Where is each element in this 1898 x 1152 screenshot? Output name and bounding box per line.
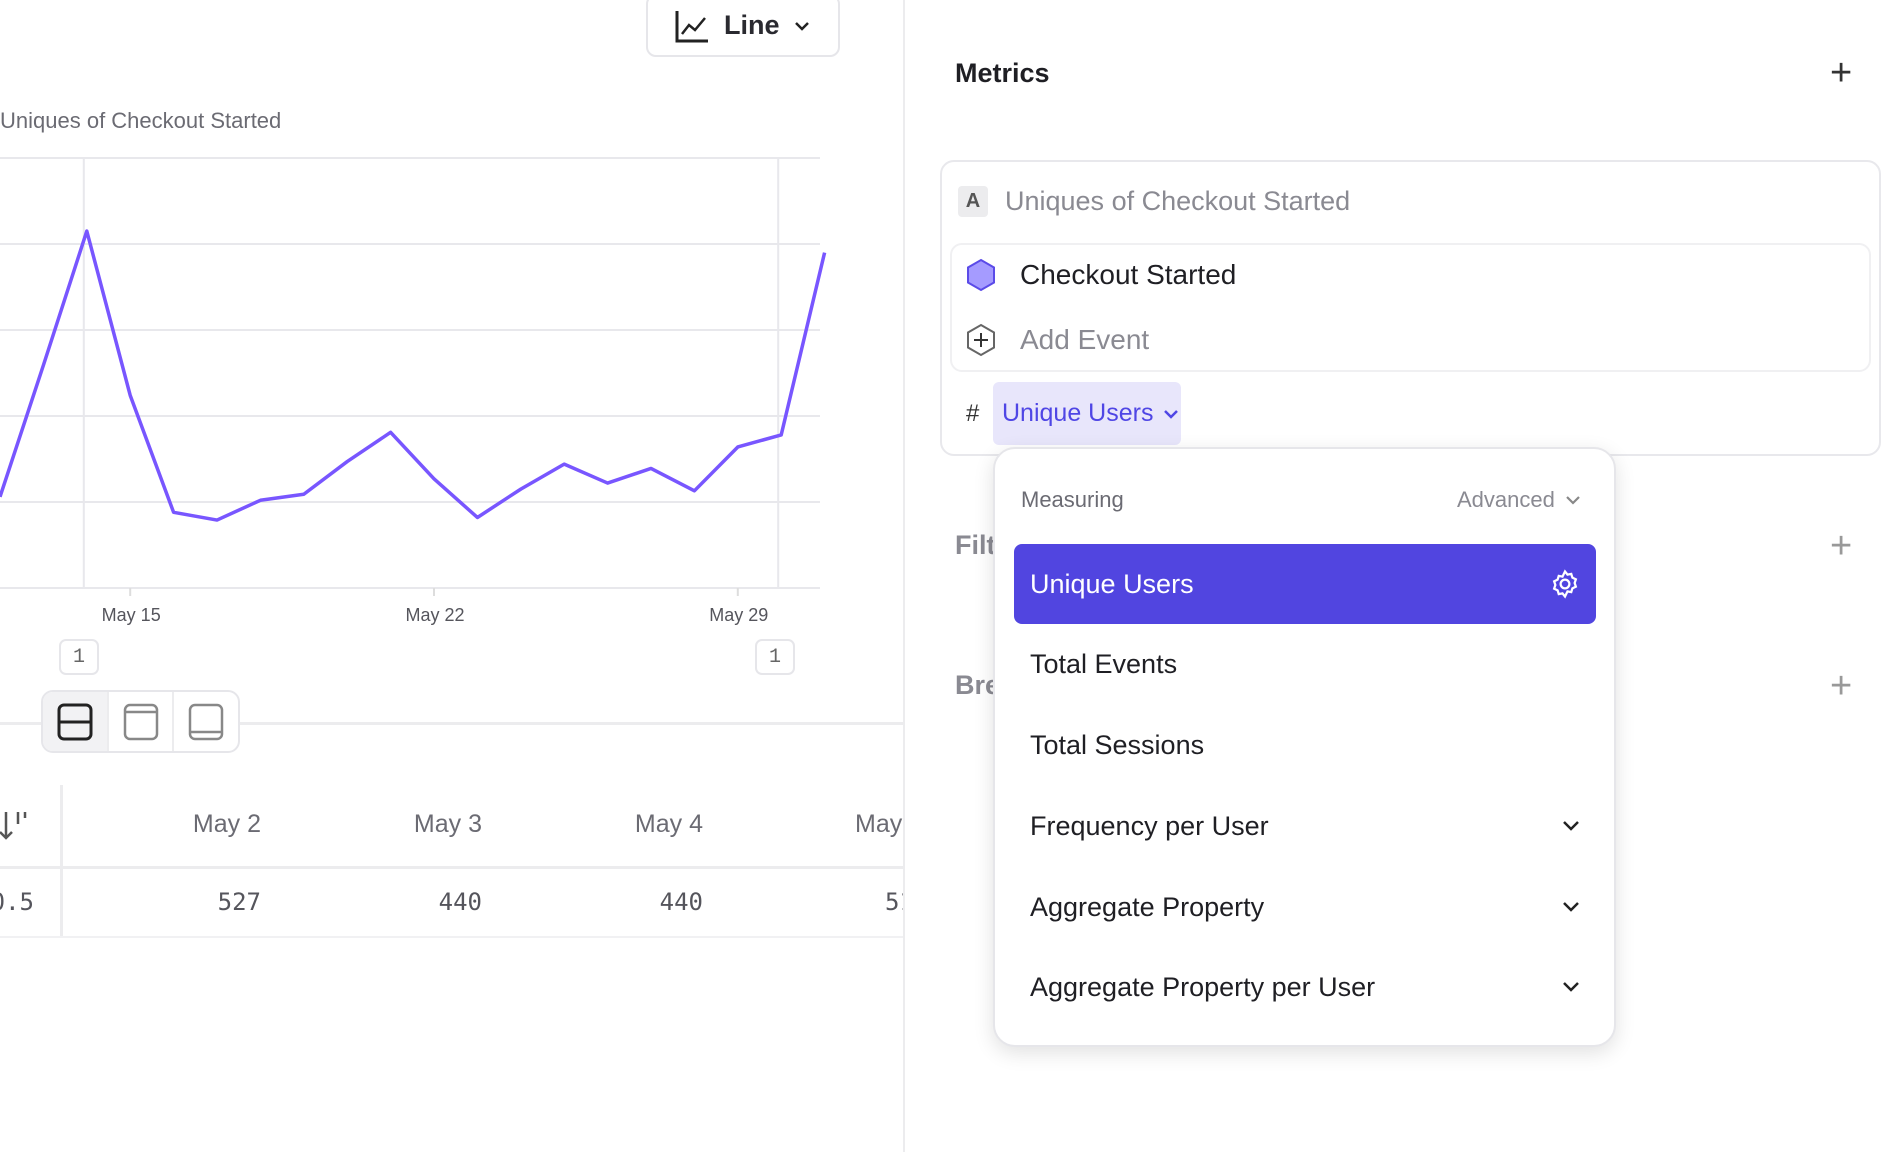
chevron-down-icon [1563, 821, 1579, 831]
layout-table-only-button[interactable] [172, 692, 238, 751]
table-cell: 0.5 [0, 888, 34, 916]
event-item[interactable]: Checkout Started [1020, 259, 1237, 290]
chevron-down-icon [1566, 496, 1580, 505]
layout-split-button[interactable] [43, 692, 107, 751]
add-filter-plus-icon[interactable]: + [1830, 525, 1853, 567]
event-hexagon-icon [967, 258, 995, 292]
split-view-icon [57, 703, 93, 740]
column-header[interactable]: May 3 [413, 810, 482, 838]
add-metric-plus-icon[interactable]: + [1830, 52, 1853, 94]
menu-item-label: Frequency per User [1030, 810, 1269, 841]
chart-type-label: Line [724, 10, 780, 40]
table-cell: 440 [659, 888, 703, 916]
row-divider [0, 936, 903, 938]
table-cell: 527 [217, 888, 261, 916]
menu-item-label: Total Events [1030, 648, 1178, 679]
menu-item-label: Aggregate Property [1030, 891, 1265, 922]
gear-icon[interactable] [1550, 569, 1580, 599]
advanced-toggle[interactable]: Advanced [1457, 487, 1581, 513]
column-divider [60, 785, 63, 938]
chart-panel: Line Uniques of Checkout Started May 15 M… [0, 0, 905, 1152]
add-event-icon[interactable] [965, 323, 997, 357]
sort-descending-icon[interactable] [0, 808, 30, 847]
menu-item-frequency-per-user[interactable]: Frequency per User [1014, 786, 1596, 866]
x-tick-label: May 15 [102, 605, 161, 625]
column-header[interactable]: May [855, 810, 903, 838]
chevron-down-icon [1563, 902, 1579, 912]
menu-item-total-events[interactable]: Total Events [1014, 624, 1596, 704]
series-line [0, 229, 827, 522]
menu-item-aggregate-property-per-user[interactable]: Aggregate Property per User [1014, 947, 1596, 1027]
metric-badge: A [958, 186, 988, 217]
chevron-down-icon [794, 21, 809, 31]
x-tick-label: May 22 [405, 605, 464, 625]
menu-item-unique-users[interactable]: Unique Users [1014, 544, 1596, 624]
menu-header: Measuring [1021, 487, 1124, 512]
column-header[interactable]: May 2 [192, 810, 261, 838]
header-divider [0, 866, 903, 869]
line-chart: May 15 May 22 May 29 [0, 157, 827, 625]
table-cell: 51 [885, 888, 903, 916]
annotation-marker[interactable]: 1 [755, 639, 795, 675]
chevron-down-icon [1164, 409, 1179, 419]
hash-icon: # [966, 400, 980, 427]
chart-only-icon [123, 703, 158, 740]
annotation-marker[interactable]: 1 [59, 639, 99, 675]
advanced-label: Advanced [1457, 487, 1555, 512]
event-list [950, 243, 1871, 372]
add-event-button[interactable]: Add Event [1020, 324, 1150, 355]
line-chart-icon [675, 10, 708, 42]
x-tick-label: May 29 [709, 605, 768, 625]
measure-label: Unique Users [1002, 399, 1154, 427]
layout-chart-only-button[interactable] [106, 692, 173, 751]
metrics-title: Metrics [955, 58, 1050, 88]
menu-item-aggregate-property[interactable]: Aggregate Property [1014, 867, 1596, 947]
add-breakdown-plus-icon[interactable]: + [1830, 665, 1853, 707]
panel-divider[interactable] [0, 722, 903, 725]
table-only-icon [188, 703, 224, 740]
column-header[interactable]: May 4 [634, 810, 703, 838]
menu-item-total-sessions[interactable]: Total Sessions [1014, 705, 1596, 785]
table-cell: 440 [438, 888, 482, 916]
layout-toggle [41, 690, 240, 753]
metric-name[interactable]: Uniques of Checkout Started [1005, 186, 1351, 216]
menu-item-label: Unique Users [1030, 568, 1194, 599]
chart-title: Uniques of Checkout Started [0, 108, 282, 133]
menu-item-label: Aggregate Property per User [1030, 971, 1376, 1002]
measure-dropdown[interactable]: Unique Users [993, 382, 1181, 445]
chevron-down-icon [1563, 982, 1579, 992]
chart-type-dropdown[interactable]: Line [646, 0, 840, 57]
menu-item-label: Total Sessions [1030, 729, 1205, 760]
